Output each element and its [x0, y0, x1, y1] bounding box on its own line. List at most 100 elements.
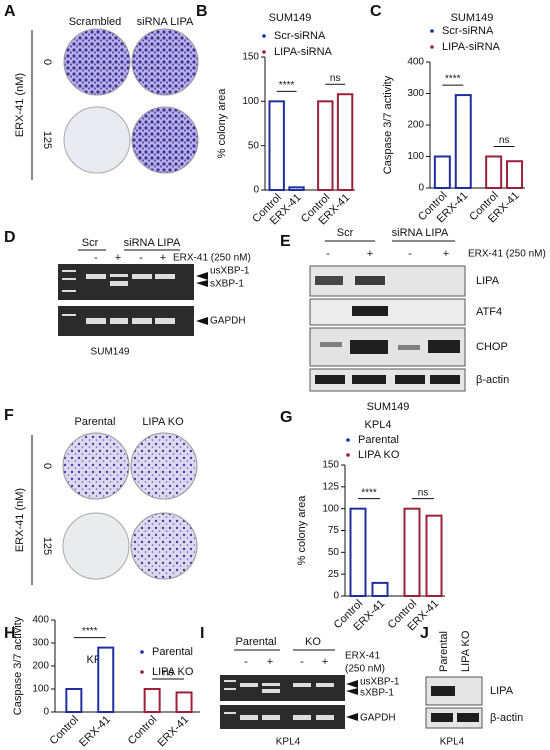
panel-f: Parental LIPA KO ERX-41 (nM) 0 125 — [14, 416, 198, 585]
bar — [143, 688, 161, 713]
panel-letter: B — [196, 3, 208, 20]
y-axis-label: Caspase 3/7 activity — [12, 616, 24, 715]
y-tick-label: 150 — [322, 460, 339, 471]
lane-label: + — [160, 252, 166, 264]
blot-band — [431, 713, 453, 722]
legend-marker — [346, 453, 350, 457]
row-label: 0 — [41, 59, 53, 65]
band-label: usXBP-1 — [210, 266, 250, 277]
legend-marker — [140, 650, 144, 654]
band-label: sXBP-1 — [360, 688, 394, 699]
group-label: Scr — [337, 227, 354, 239]
plate — [131, 28, 199, 96]
y-tick-label: 200 — [407, 120, 424, 131]
blot-band — [431, 686, 455, 696]
legend-label: Scr-siRNA — [442, 25, 494, 37]
bar — [425, 514, 443, 597]
significance-label: ns — [163, 668, 174, 679]
band-label: CHOP — [476, 341, 508, 353]
y-tick-label: 300 — [407, 88, 424, 99]
chart-title: KPL4 — [365, 419, 392, 431]
y-tick-label: 0 — [253, 185, 259, 196]
y-tick-label: 100 — [407, 151, 424, 162]
y-tick-label: 100 — [242, 96, 259, 107]
cell-line: SUM149 — [91, 347, 130, 358]
bar — [97, 646, 115, 713]
y-tick-label: 100 — [322, 503, 339, 514]
blot — [309, 265, 466, 392]
lane-label: - — [244, 656, 248, 668]
legend-marker — [346, 438, 350, 442]
y-tick-label: 150 — [242, 52, 259, 63]
legend-label: Parental — [358, 434, 399, 446]
legend-marker — [430, 45, 434, 49]
y-tick-label: 50 — [248, 140, 260, 151]
panel-letter: H — [4, 625, 16, 642]
bar — [371, 581, 389, 598]
panel-i: Parental KO - + - + ERX-41 (250 nM) usXB… — [220, 636, 400, 748]
group-label: Scr — [82, 237, 99, 249]
y-tick-label: 0 — [333, 591, 339, 602]
legend-label: Scr-siRNA — [274, 30, 326, 42]
plate — [131, 106, 199, 174]
plate — [63, 28, 131, 96]
x-tick-label: Control — [47, 714, 81, 748]
bar — [433, 155, 451, 189]
significance-label: **** — [361, 487, 377, 498]
lane-label: - — [408, 248, 412, 260]
bar — [349, 507, 367, 597]
y-tick-label: 200 — [32, 661, 49, 672]
treatment-label: ERX-41 — [345, 651, 380, 662]
bar — [288, 186, 305, 191]
panel-letter: J — [420, 625, 429, 642]
bar — [175, 691, 193, 714]
panel-letter: A — [4, 3, 16, 20]
column-label: siRNA LIPA — [137, 16, 194, 28]
bar — [506, 160, 524, 190]
band-label: β-actin — [476, 374, 509, 386]
lane-label: LIPA KO — [460, 630, 472, 672]
lane-label: + — [115, 252, 121, 264]
legend-marker — [262, 34, 266, 38]
lane-label: + — [267, 656, 273, 668]
significance-label: **** — [82, 626, 98, 637]
y-axis-label: % colony area — [216, 88, 228, 159]
blot-band — [457, 713, 479, 722]
column-label: LIPA KO — [142, 416, 184, 428]
bar — [268, 100, 285, 191]
column-label: Scrambled — [69, 16, 122, 28]
panel-letter: I — [200, 625, 204, 642]
lane-label: - — [139, 252, 143, 264]
y-tick-label: 50 — [328, 547, 340, 558]
lane-label: + — [322, 656, 328, 668]
row-label: 125 — [41, 131, 53, 149]
y-axis-label: % colony area — [296, 495, 308, 566]
significance-label: **** — [279, 80, 295, 91]
cell-line: KPL4 — [440, 737, 465, 748]
treatment-label: ERX-41 (250 nM) — [173, 253, 251, 264]
y-tick-label: 0 — [43, 707, 49, 718]
legend-marker — [262, 50, 266, 54]
legend-marker — [140, 670, 144, 674]
plate — [62, 432, 130, 500]
plate — [130, 432, 198, 500]
panel-d: Scr siRNA LIPA - + - + ERX-41 (250 nM) u… — [58, 237, 251, 358]
panel-a: Scrambled siRNA LIPA ERX-41 (nM) 0 125 — [14, 16, 199, 180]
y-tick-label: 0 — [418, 183, 424, 194]
row-label: 0 — [41, 463, 53, 469]
y-tick-label: 100 — [32, 684, 49, 695]
legend-label: LIPA KO — [358, 449, 400, 461]
group-label: KO — [305, 636, 321, 648]
legend-label: LIPA-siRNA — [274, 46, 333, 58]
bar — [454, 94, 472, 189]
legend-label: LIPA KO — [152, 666, 194, 678]
significance-label: **** — [445, 74, 461, 85]
cell-line: SUM149 — [367, 401, 410, 413]
gel-bands — [62, 270, 175, 324]
lane-label: Parental — [438, 631, 450, 672]
plate — [62, 512, 130, 580]
lane-label: - — [300, 656, 304, 668]
lane-label: + — [367, 248, 373, 260]
x-tick-label: ERX-41 — [155, 714, 191, 750]
